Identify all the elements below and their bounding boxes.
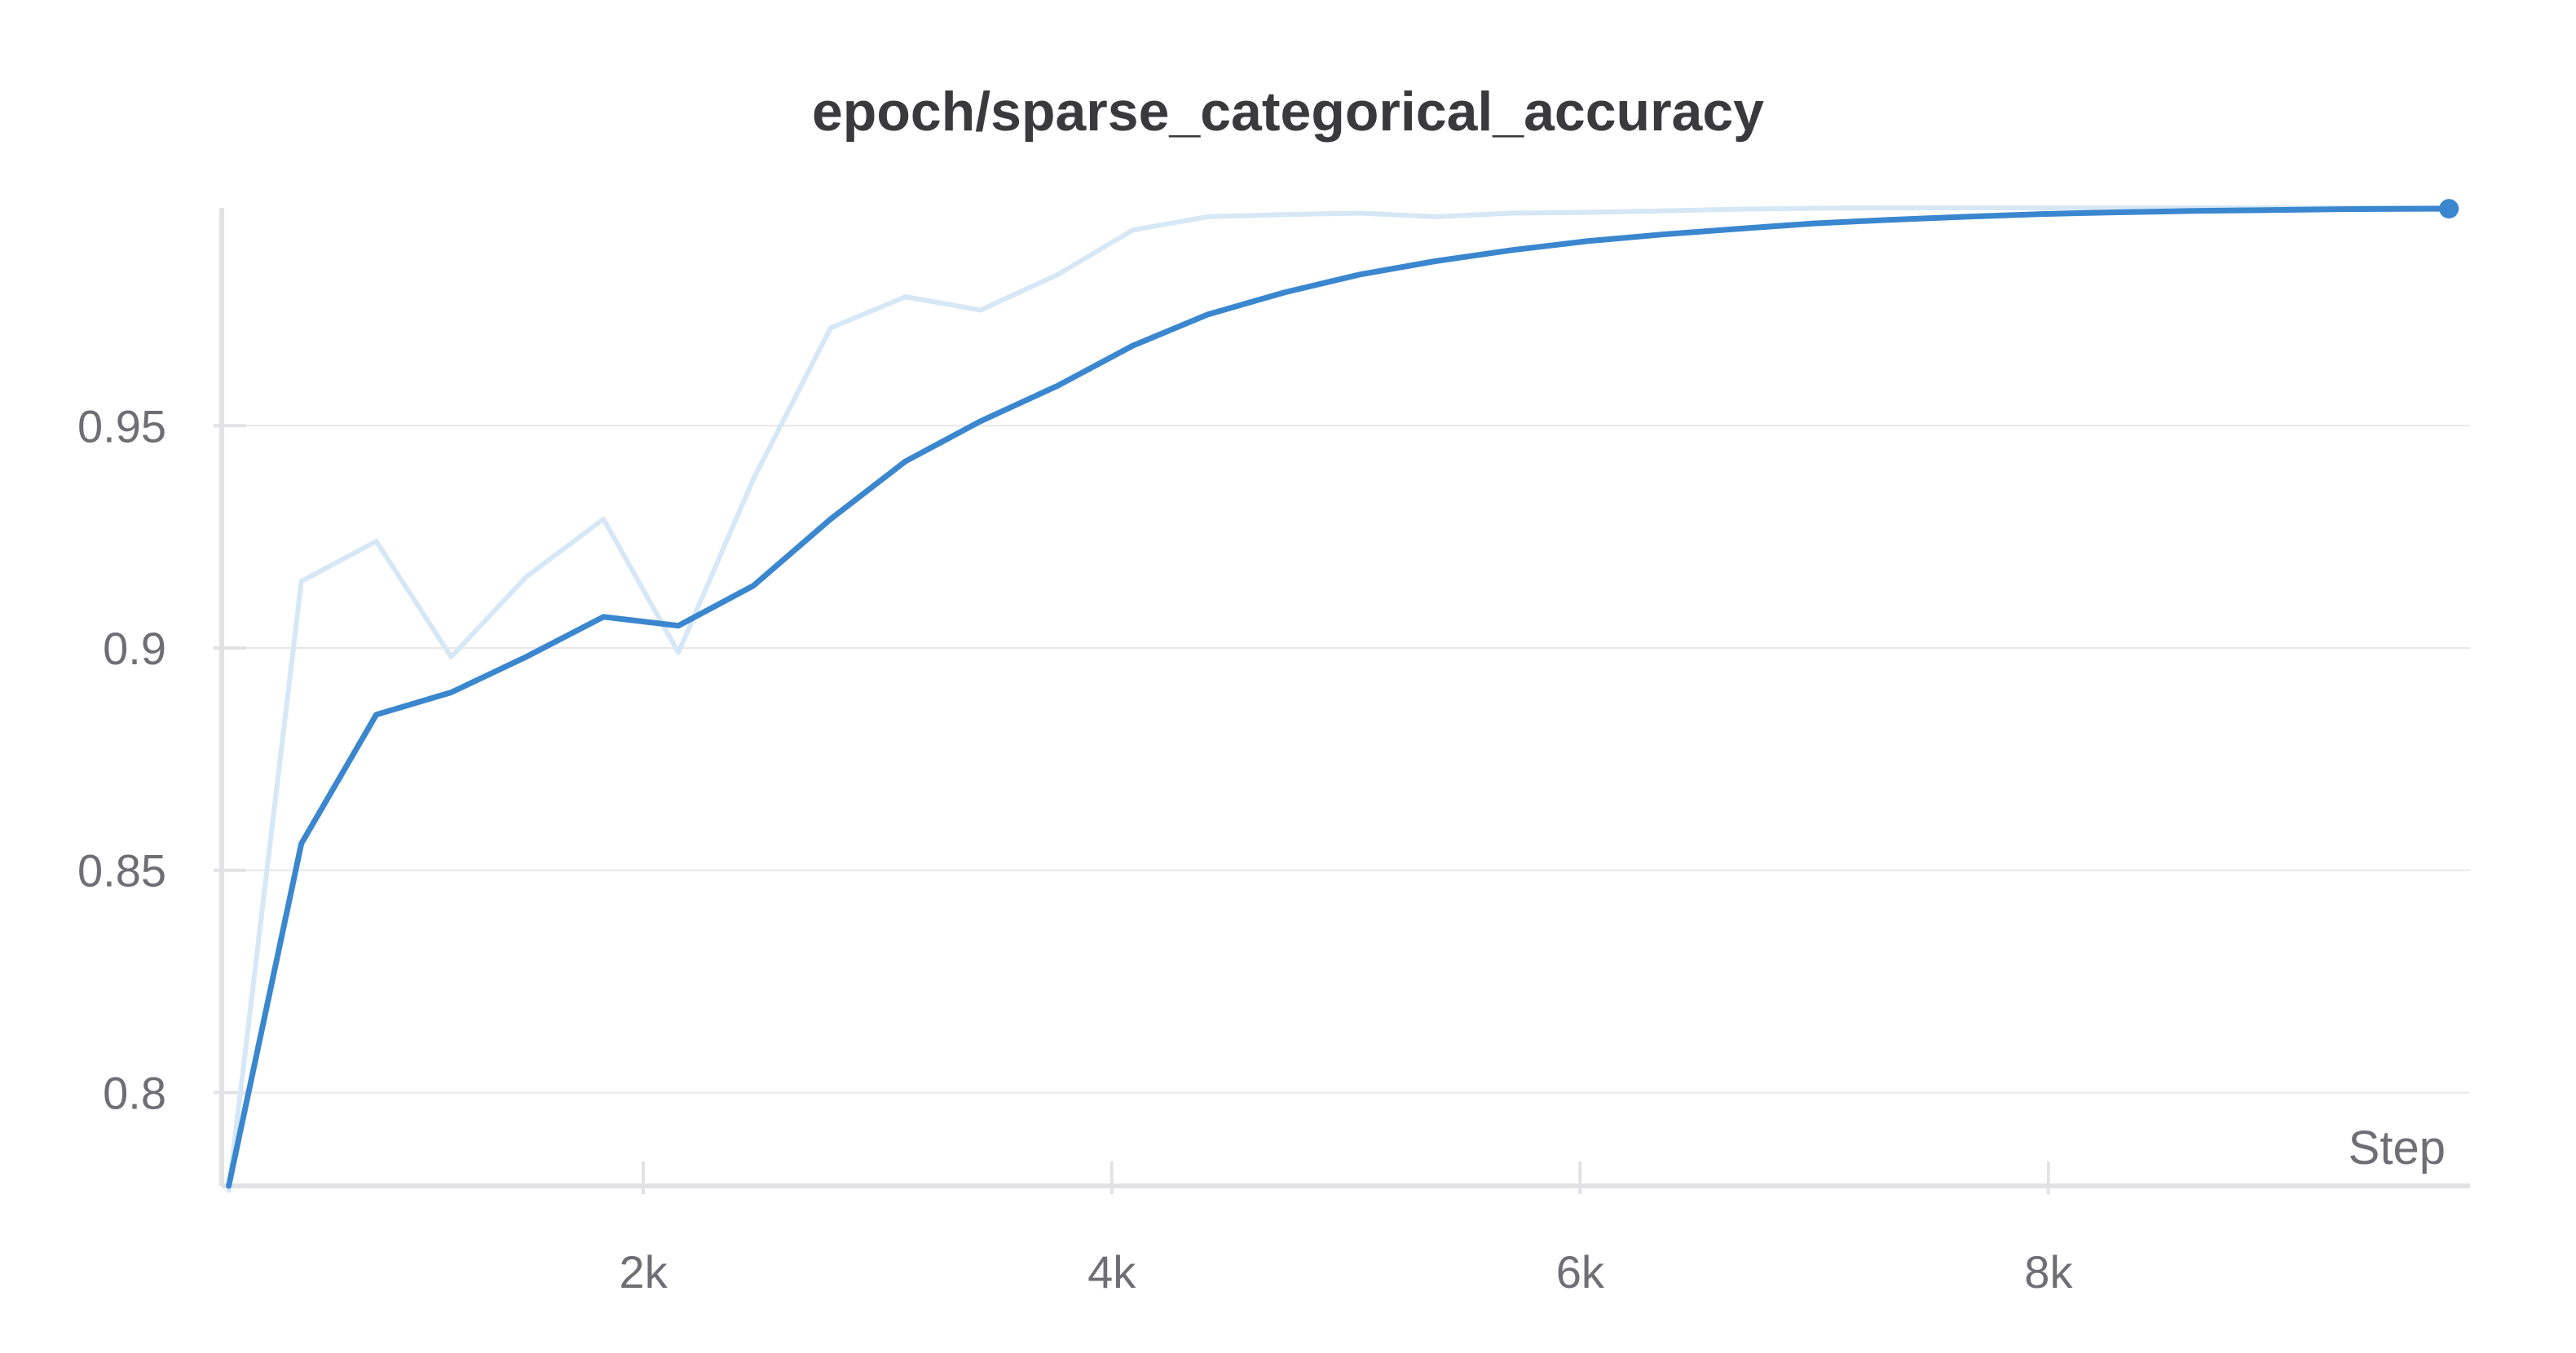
x-tick-label: 6k: [1556, 1246, 1605, 1298]
x-tick-label: 4k: [1087, 1246, 1136, 1298]
x-tick-label: 8k: [2024, 1246, 2073, 1298]
gridlines: [222, 425, 2470, 1094]
series-lines: [226, 199, 2459, 1193]
y-tick-label: 0.85: [77, 845, 166, 897]
axes: 0.8 0.85 0.9 0.95 2k 4k 6k 8k: [77, 208, 2470, 1298]
y-tick-label: 0.9: [103, 623, 166, 674]
x-axis-label: Step: [2349, 1122, 2446, 1175]
raw-series-line: [226, 205, 2452, 1193]
series-end-point: [2439, 199, 2459, 219]
x-tick-label: 2k: [620, 1246, 668, 1298]
y-tick-label: 0.95: [77, 400, 166, 452]
smoothed-series-line: [226, 205, 2452, 1189]
y-tick-label: 0.8: [103, 1067, 166, 1118]
chart-title: epoch/sparse_categorical_accuracy: [812, 81, 1764, 143]
